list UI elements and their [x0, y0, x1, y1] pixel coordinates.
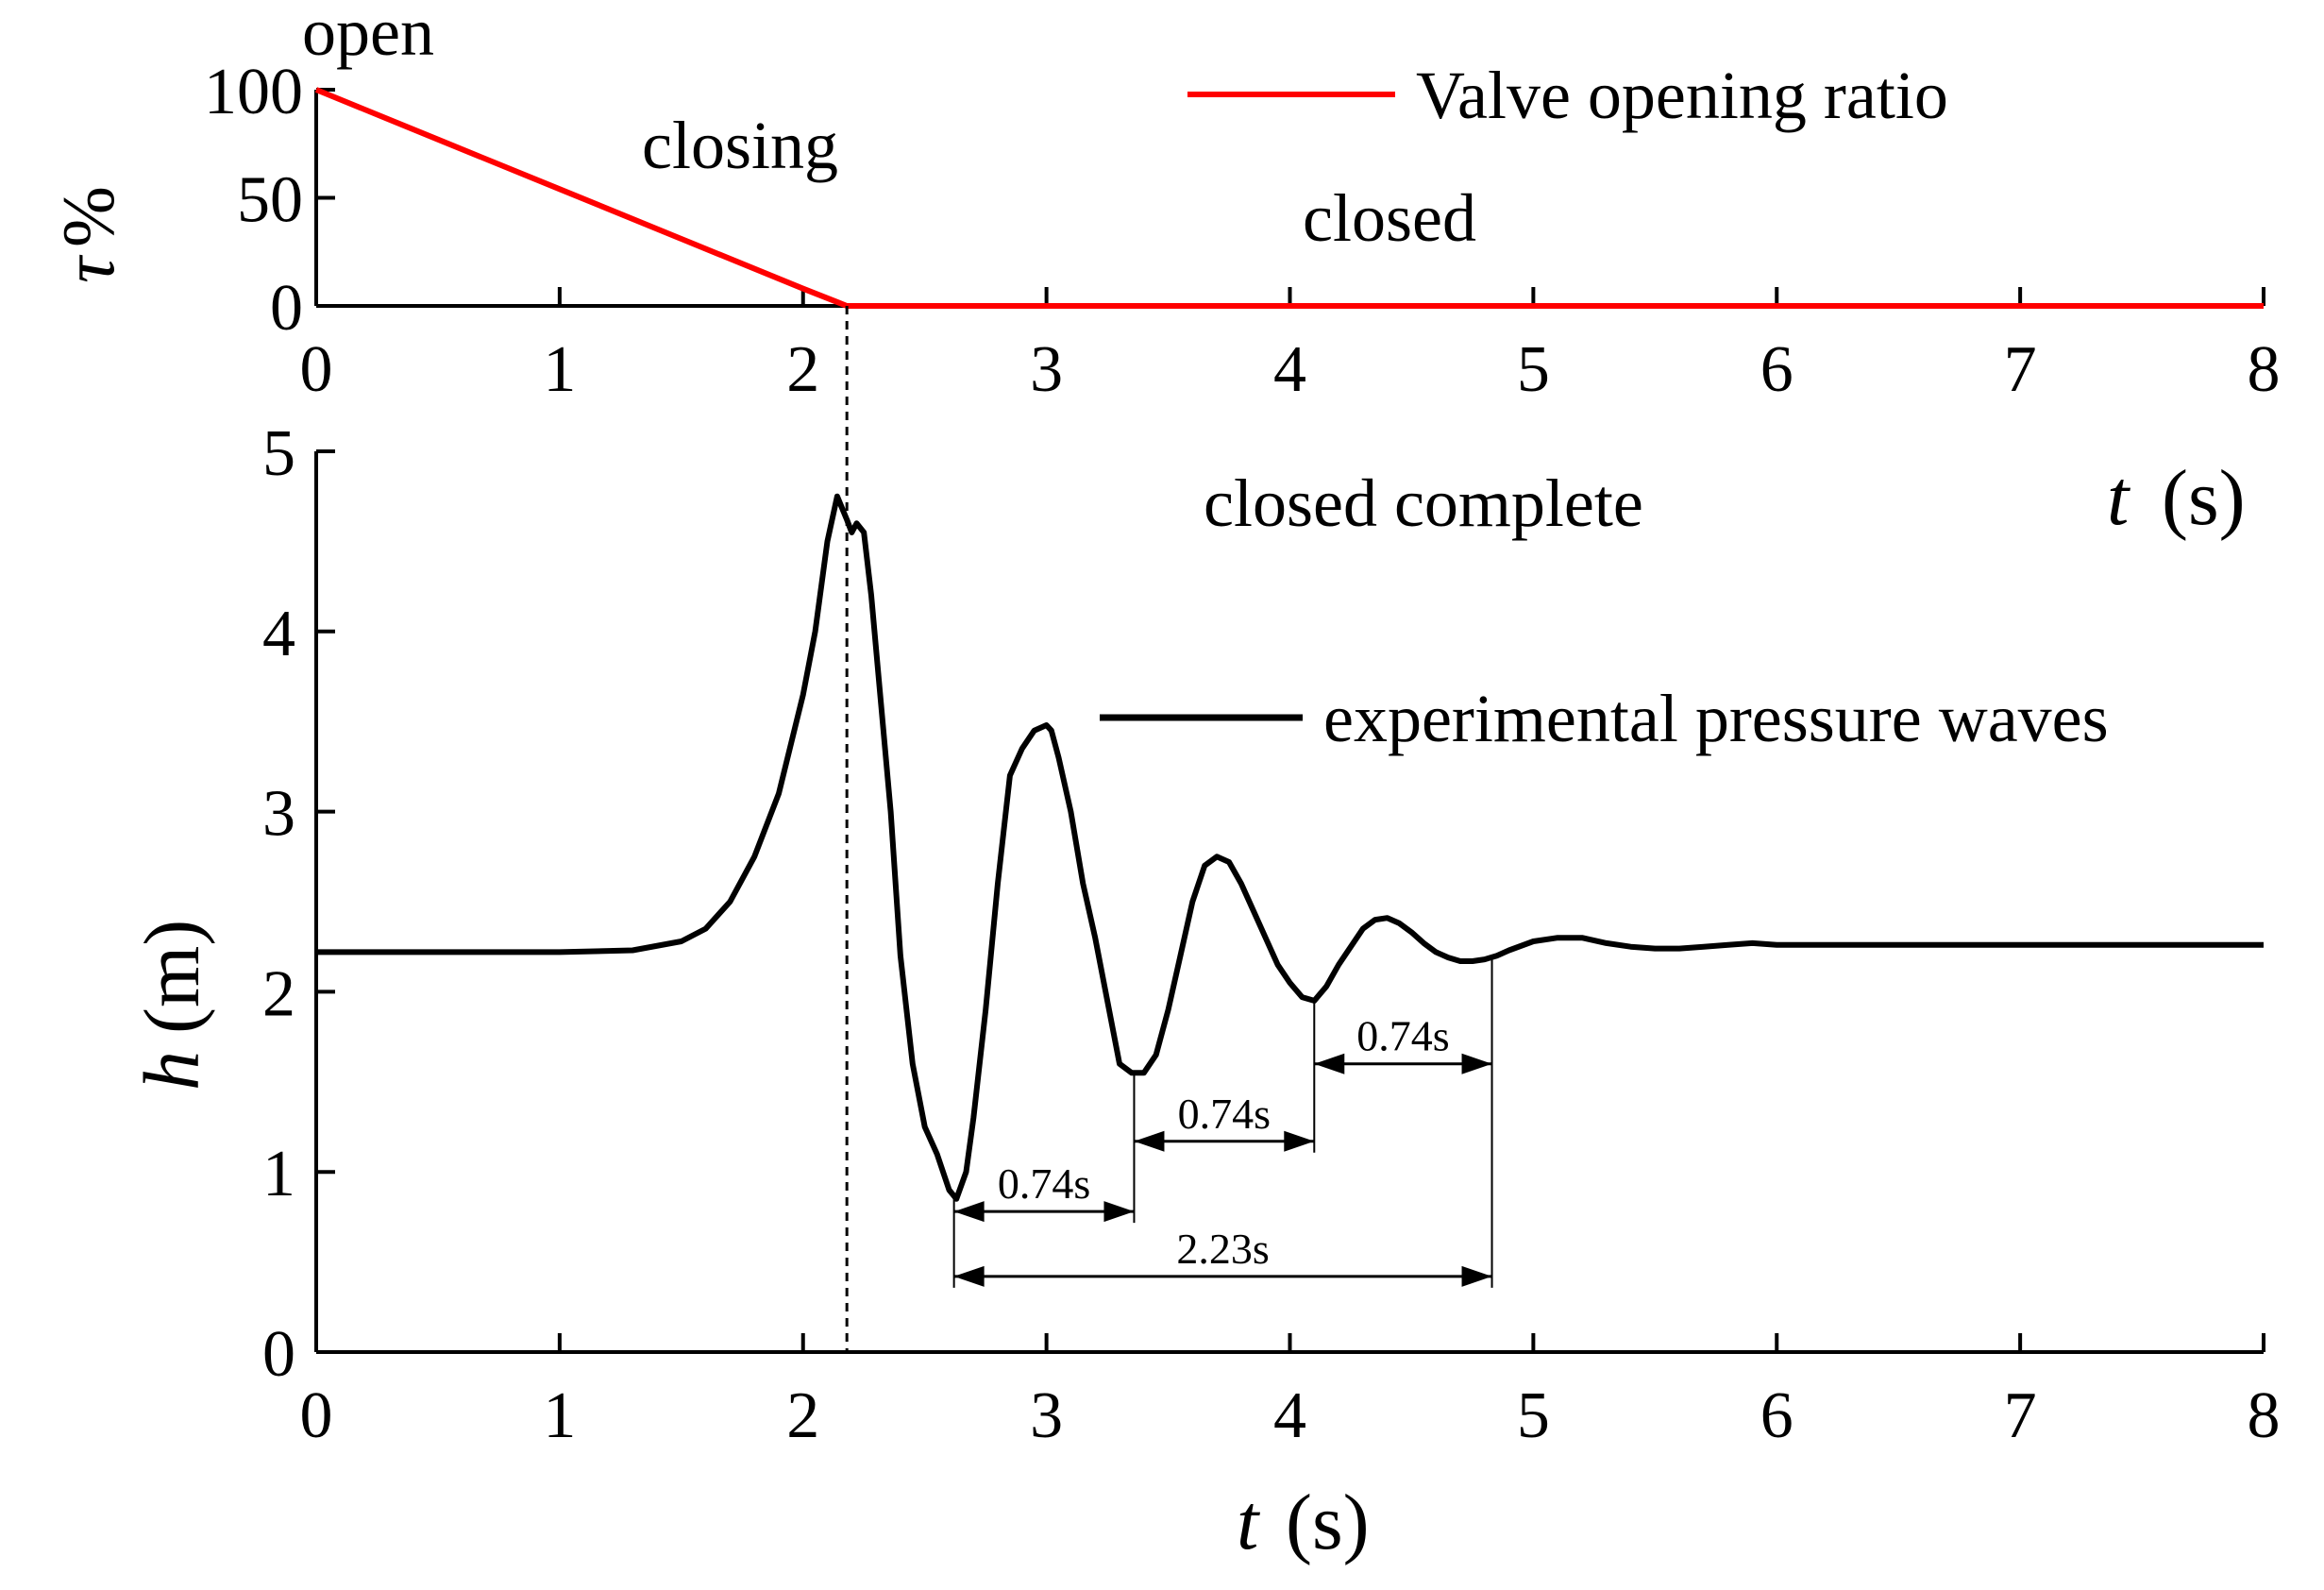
bottom-ylabel-unit: (m): [128, 920, 216, 1034]
bottom-y-tick-label: 3: [262, 778, 295, 851]
interval-arrowhead-right: [1461, 1053, 1492, 1074]
top-y-tick-label: 0: [270, 272, 303, 345]
top-ylabel-symbol: τ: [47, 254, 129, 283]
annotation-closing: closing: [642, 108, 838, 183]
valve-opening-panel: 0 50 100 0 1 2 3 4 5 6 7 8 τ % open closing closed…: [47, 0, 2281, 542]
bottom-x-ticks: 0 1 2 3 4 5 6 7 8: [300, 1333, 2281, 1452]
bottom-x-tick-label: 8: [2248, 1379, 2281, 1452]
top-x-tick-label: 3: [1030, 333, 1063, 406]
bottom-xlabel-unit: (s): [1286, 1479, 1370, 1566]
bottom-y-tick-label: 0: [262, 1318, 295, 1391]
bottom-x-tick-label: 3: [1030, 1379, 1063, 1452]
top-x-tick-label: 2: [786, 333, 819, 406]
pressure-wave-panel: 0 1 2 3 4 5 0 1 2 3 4 5 6 7 8 0.74s 0.74s 0.74s 2.23s h …: [128, 417, 2281, 1566]
interval-arrowhead-left: [1314, 1053, 1345, 1074]
interval-arrowhead-right: [1461, 1265, 1492, 1287]
bottom-y-tick-label: 1: [262, 1138, 295, 1210]
top-y-tick-label: 100: [204, 56, 303, 128]
top-xlabel-symbol: t: [2107, 454, 2131, 542]
interval-arrowhead-right: [1284, 1130, 1315, 1152]
interval-arrowhead-left: [1134, 1130, 1165, 1152]
bottom-xlabel: t (s): [1237, 1479, 1370, 1566]
interval-label: 0.74s: [1178, 1090, 1271, 1138]
interval-arrowhead-left: [953, 1265, 985, 1287]
interval-label: 0.74s: [998, 1159, 1090, 1208]
bottom-y-tick-label: 4: [262, 598, 295, 670]
interval-label: 2.23s: [1176, 1225, 1269, 1273]
series-valve-opening-ratio: [314, 87, 2264, 309]
top-series: [314, 87, 2264, 309]
legend-label-pressure: experimental pressure waves: [1323, 681, 2109, 756]
bottom-x-tick-label: 5: [1517, 1379, 1550, 1452]
bottom-x-tick-label: 6: [1760, 1379, 1794, 1452]
annotation-closed-complete: closed complete: [1204, 465, 1643, 541]
top-x-tick-label: 4: [1273, 333, 1306, 406]
interval-label: 0.74s: [1356, 1012, 1449, 1060]
bottom-series: [316, 493, 2264, 1202]
bottom-y-tick-label: 5: [262, 417, 295, 490]
bottom-y-ticks: 0 1 2 3 4 5: [262, 417, 335, 1391]
bottom-x-tick-label: 1: [543, 1379, 576, 1452]
top-x-tick-label: 5: [1517, 333, 1550, 406]
bottom-y-tick-label: 2: [262, 957, 295, 1030]
top-x-tick-label: 1: [543, 333, 576, 406]
annotation-open: open: [302, 0, 434, 70]
top-x-tick-label: 7: [2004, 333, 2037, 406]
interval-annotations: 0.74s 0.74s 0.74s 2.23s: [952, 959, 1493, 1288]
top-xlabel-unit: (s): [2162, 454, 2246, 542]
bottom-x-tick-label: 2: [786, 1379, 819, 1452]
top-ylabel-unit: %: [47, 186, 129, 247]
top-y-ticks: 0 50 100: [204, 56, 335, 345]
interval-arrowhead-right: [1103, 1201, 1135, 1223]
bottom-x-tick-label: 0: [300, 1379, 333, 1452]
top-x-tick-label: 0: [300, 333, 333, 406]
bottom-ylabel: h (m): [128, 920, 216, 1091]
bottom-x-tick-label: 7: [2004, 1379, 2037, 1452]
series-experimental-pressure-waves: [316, 493, 2264, 1202]
bottom-x-tick-label: 4: [1273, 1379, 1306, 1452]
top-y-tick-label: 50: [237, 164, 303, 237]
top-xlabel: t (s): [2107, 454, 2246, 542]
annotation-closed: closed: [1303, 180, 1476, 256]
bottom-xlabel-symbol: t: [1237, 1479, 1261, 1566]
bottom-ylabel-symbol: h: [128, 1051, 216, 1091]
interval-arrowhead-left: [953, 1201, 985, 1223]
legend-label-valve: Valve opening ratio: [1416, 58, 1948, 133]
top-x-tick-label: 6: [1760, 333, 1794, 406]
top-x-tick-label: 8: [2248, 333, 2281, 406]
